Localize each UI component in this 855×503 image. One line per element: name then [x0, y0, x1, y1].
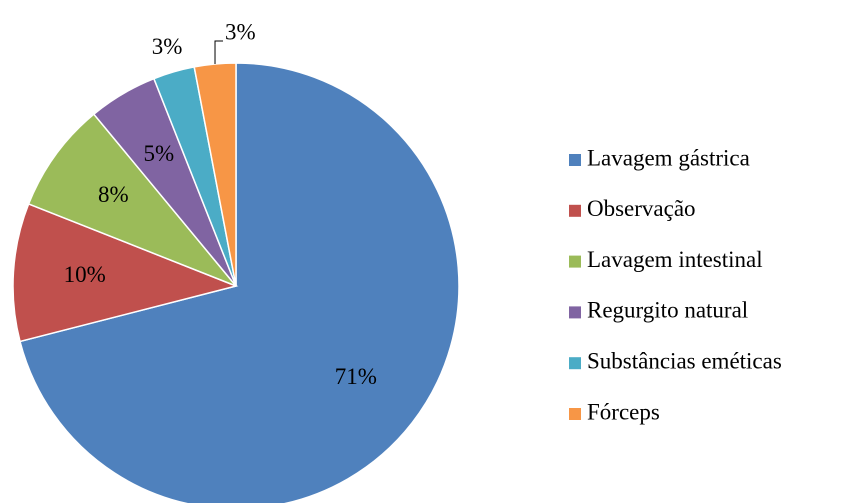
pie-slice [19, 62, 460, 503]
leader-line [214, 40, 224, 64]
legend-swatch [569, 306, 581, 319]
data-label: 3% [152, 34, 183, 59]
data-label: 8% [98, 182, 129, 207]
legend-label: Lavagem intestinal [587, 247, 763, 272]
legend-label: Regurgito natural [587, 298, 748, 323]
data-label: 10% [64, 262, 106, 287]
legend-swatch [569, 408, 581, 420]
data-label: 3% [225, 19, 256, 44]
pie-slice [27, 113, 237, 287]
legend-swatch [569, 154, 581, 166]
legend-label: Lavagem gástrica [587, 145, 750, 170]
legend-swatch [569, 255, 581, 268]
legend-label: Fórceps [587, 399, 660, 424]
pie-slice [12, 202, 239, 343]
data-label: 5% [143, 141, 174, 166]
legend-label: Observação [587, 196, 696, 221]
legend-swatch [569, 204, 581, 217]
legend-swatch [569, 357, 581, 370]
data-label: 71% [335, 364, 377, 389]
legend-label: Substâncias eméticas [587, 348, 782, 373]
